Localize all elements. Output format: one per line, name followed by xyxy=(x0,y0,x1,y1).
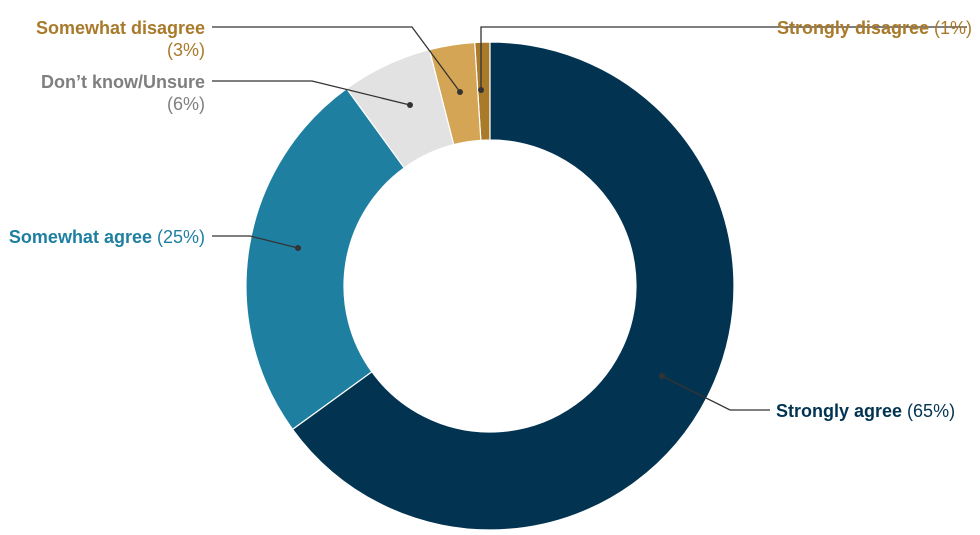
leader-dot-don-t-know-unsure xyxy=(407,102,413,108)
slice-somewhat-agree xyxy=(245,87,406,431)
slices-group xyxy=(245,41,735,531)
data-label-percent: (25%) xyxy=(152,227,205,247)
leader-line-strongly-agree xyxy=(661,375,770,411)
leader-line-somewhat-agree xyxy=(212,235,299,249)
data-label-don-t-know-unsure: Don’t know/Unsure (6%) xyxy=(41,72,205,114)
leader-line-somewhat-disagree xyxy=(212,26,461,93)
slice-strongly-agree xyxy=(291,41,735,531)
data-label-percent: (65%) xyxy=(902,401,955,421)
leader-dot-somewhat-agree xyxy=(295,245,301,251)
data-label-category: Somewhat agree xyxy=(9,227,152,247)
data-label-percent: (6%) xyxy=(167,94,205,114)
labels-group: Strongly disagree (1%)Somewhat disagree(… xyxy=(9,18,972,421)
leader-dot-somewhat-disagree xyxy=(457,89,463,95)
data-label-strongly-agree: Strongly agree (65%) xyxy=(776,401,955,421)
leader-line-strongly-disagree xyxy=(480,26,967,90)
leader-dot-strongly-disagree xyxy=(478,87,484,93)
data-label-somewhat-disagree: Somewhat disagree (3%) xyxy=(36,18,205,60)
data-label-category: Don’t know/Unsure xyxy=(41,72,205,92)
data-label-category: Strongly disagree xyxy=(777,18,929,38)
data-label-somewhat-agree: Somewhat agree (25%) xyxy=(9,227,205,247)
leader-dot-strongly-agree xyxy=(659,373,665,379)
leader-line-don-t-know-unsure xyxy=(212,80,411,106)
data-label-percent: (1%) xyxy=(929,18,972,38)
data-label-strongly-disagree: Strongly disagree (1%) xyxy=(777,18,972,38)
data-label-category: Somewhat disagree xyxy=(36,18,205,38)
data-label-percent: (3%) xyxy=(167,40,205,60)
leader-lines-group xyxy=(212,26,967,411)
data-label-category: Strongly agree xyxy=(776,401,902,421)
